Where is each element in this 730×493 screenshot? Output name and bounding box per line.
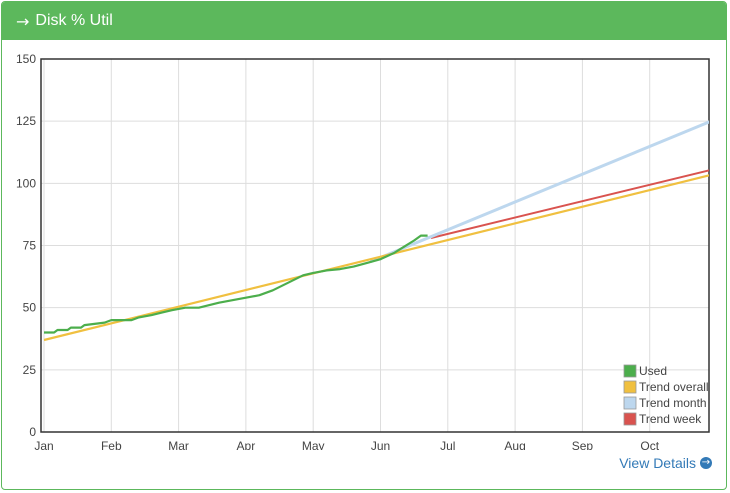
legend-swatch-trend-month	[623, 396, 637, 410]
series-line-used	[44, 234, 428, 334]
legend-swatch-used	[623, 364, 637, 378]
circle-arrow-right-icon: →	[700, 457, 712, 469]
x-tick-label: Jul	[440, 439, 455, 450]
series-line-trend-overall	[43, 174, 709, 342]
x-tick-label: Aug	[504, 439, 525, 450]
y-tick-label: 50	[23, 301, 37, 315]
x-tick-label: Apr	[237, 439, 256, 450]
x-tick-label: Sep	[572, 439, 594, 450]
y-tick-label: 100	[16, 176, 36, 190]
x-tick-label: Jan	[34, 439, 53, 450]
x-tick-label: Oct	[640, 439, 659, 450]
legend-swatch-trend-overall	[623, 380, 637, 394]
x-tick-label: May	[302, 439, 325, 450]
legend-label-trend-month: Trend month	[639, 396, 707, 410]
view-details-link[interactable]: View Details →	[619, 455, 712, 471]
plot-frame	[40, 58, 710, 433]
legend-swatch-trend-week	[623, 412, 637, 426]
chart-area: 0 25 50 75 100 125 150 Jan Feb Mar Apr May Jun Jul Aug…	[2, 40, 728, 453]
y-tick-label: 125	[16, 114, 36, 128]
x-tick-label: Mar	[168, 439, 189, 450]
legend-label-used: Used	[639, 364, 667, 378]
x-tick-label: Jun	[371, 439, 390, 450]
series-line-trend-week	[430, 169, 709, 239]
panel-heading: → Disk % Util	[2, 2, 726, 40]
disk-util-chart: 0 25 50 75 100 125 150 Jan Feb Mar Apr May Jun Jul Aug…	[16, 52, 710, 453]
y-tick-label: 75	[23, 239, 37, 253]
arrow-right-icon: →	[16, 11, 30, 31]
series-line-trend-month	[369, 120, 709, 264]
panel-title: Disk % Util	[35, 12, 113, 29]
view-details-label[interactable]: View Details	[619, 455, 696, 471]
y-tick-label: 0	[29, 425, 36, 439]
legend-label-trend-week: Trend week	[639, 412, 702, 426]
legend-label-trend-overall: Trend overall	[639, 380, 709, 394]
y-tick-label: 25	[23, 363, 37, 377]
y-tick-label: 150	[16, 52, 36, 66]
x-tick-label: Feb	[101, 439, 122, 450]
